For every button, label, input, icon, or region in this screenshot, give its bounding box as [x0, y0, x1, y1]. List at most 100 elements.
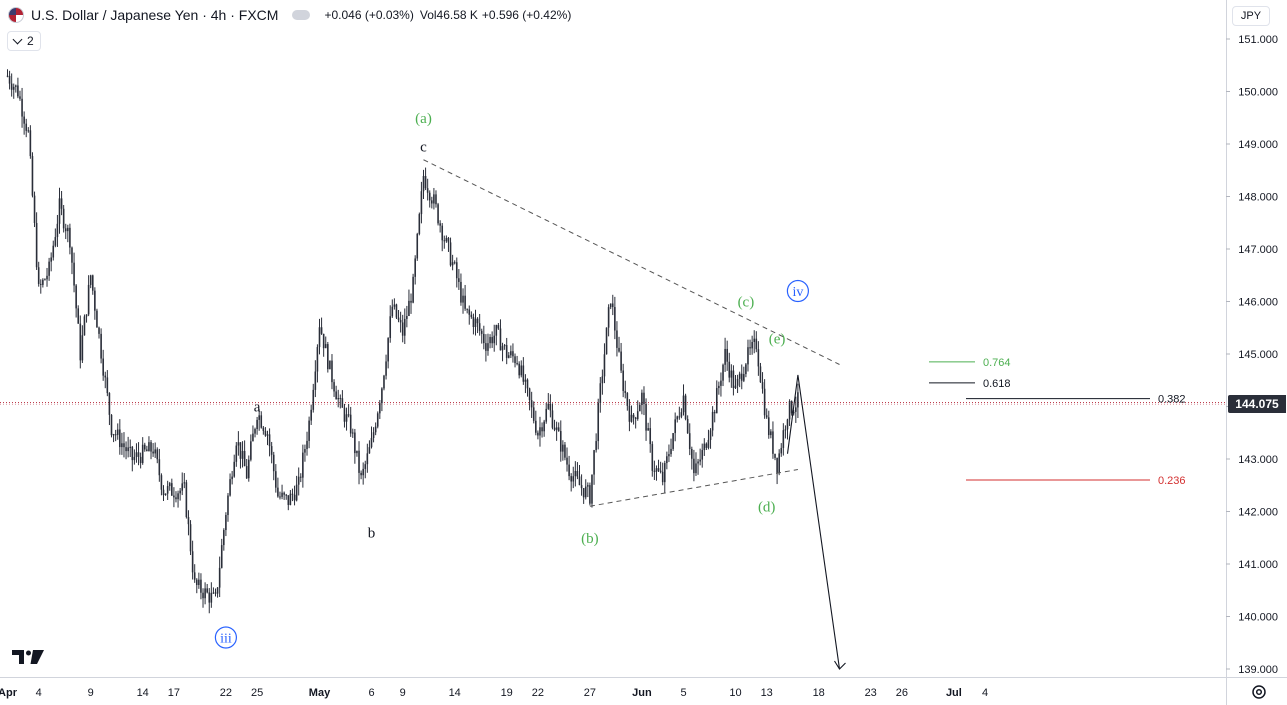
indicators-collapse-button[interactable]: 2 — [7, 31, 41, 51]
candle — [728, 352, 731, 383]
candle — [108, 392, 111, 426]
candle-body — [474, 318, 477, 328]
candle-body — [526, 379, 529, 389]
candle — [578, 465, 581, 486]
candle — [291, 488, 294, 502]
candle-body — [331, 360, 333, 383]
candle — [100, 328, 102, 364]
candle-body — [356, 450, 358, 454]
candle — [772, 421, 774, 459]
wave-label: b — [368, 526, 376, 542]
candle-body — [58, 198, 61, 224]
price-axis-background — [1226, 0, 1287, 705]
drawings-group: 0.764 0.618 0.382 0.236 — [423, 159, 1186, 670]
candle-body — [241, 450, 244, 459]
projection-arrow-head — [834, 660, 846, 670]
candle-body — [736, 378, 739, 386]
candle-body — [289, 493, 292, 505]
candle-body — [333, 382, 335, 392]
candle-body — [160, 475, 163, 490]
candle — [632, 412, 635, 425]
candle — [218, 556, 221, 598]
candle-body — [503, 345, 506, 347]
candle — [46, 267, 48, 287]
candle-body — [312, 389, 315, 410]
candle — [210, 582, 213, 608]
price-tick-label: 150.000 — [1238, 87, 1278, 99]
settings-gear-icon[interactable] — [1250, 683, 1268, 701]
candle-body — [337, 397, 340, 400]
candle — [62, 205, 65, 233]
currency-button[interactable]: JPY — [1232, 6, 1270, 26]
current-price-badge: 144.075 — [1228, 395, 1286, 413]
candle-body — [651, 444, 654, 471]
time-tick-label: 9 — [88, 687, 94, 699]
candle-body — [426, 188, 429, 193]
candle-body — [620, 351, 622, 371]
candle — [470, 311, 473, 319]
candle — [395, 303, 398, 320]
visibility-toggle-icon[interactable] — [292, 10, 311, 20]
candle-body — [772, 431, 774, 454]
candle-body — [647, 428, 649, 431]
candle — [8, 70, 11, 90]
candle — [156, 447, 159, 464]
candle — [647, 422, 649, 431]
price-tick-label: 143.000 — [1238, 454, 1278, 466]
time-tick-label: 27 — [584, 687, 596, 699]
candle-body — [559, 431, 562, 452]
candle — [385, 354, 387, 380]
candle — [168, 481, 171, 491]
candle-body — [584, 486, 587, 498]
candle — [173, 487, 175, 508]
candle — [491, 331, 493, 348]
candle — [751, 335, 753, 355]
price-tick-label: 140.000 — [1238, 612, 1278, 624]
candle-body — [291, 493, 294, 495]
candle — [749, 339, 751, 355]
time-axis-background — [0, 677, 1226, 705]
candle — [277, 477, 279, 498]
candle — [12, 83, 15, 99]
candle — [464, 284, 466, 311]
candle — [695, 452, 697, 476]
symbol-title[interactable]: U.S. Dollar / Japanese Yen · 4h · FXCM — [31, 7, 279, 23]
candle — [759, 362, 762, 383]
candle-body — [547, 403, 550, 409]
candle — [281, 484, 283, 500]
candle-body — [437, 204, 439, 224]
candle-body — [15, 85, 17, 87]
candle-body — [518, 363, 520, 376]
candle-body — [428, 192, 431, 201]
candle — [460, 273, 462, 306]
wave-label: (d) — [758, 499, 776, 515]
candle-body — [487, 343, 489, 351]
candle — [501, 342, 504, 362]
candle — [6, 69, 9, 78]
candle — [410, 293, 412, 314]
candle — [131, 445, 134, 472]
candle-body — [56, 223, 59, 238]
candle-body — [21, 98, 23, 117]
candle — [94, 287, 96, 320]
candle — [670, 438, 672, 457]
time-tick-label: Apr — [0, 687, 18, 699]
time-tick-label: 19 — [501, 687, 513, 699]
projection-arrow-path — [786, 374, 841, 670]
candle — [322, 333, 325, 357]
candle-body — [183, 482, 186, 484]
candle-body — [42, 279, 44, 285]
candle — [270, 441, 273, 464]
candle — [139, 452, 142, 469]
candle-body — [179, 490, 181, 494]
time-tick-label: 13 — [761, 687, 773, 699]
candle-body — [495, 325, 498, 336]
candle-body — [401, 322, 404, 336]
candle — [703, 438, 706, 456]
candle — [745, 363, 747, 378]
candle-body — [83, 316, 86, 336]
candle-body — [287, 495, 290, 505]
candle-body — [360, 472, 362, 476]
candle-body — [162, 489, 165, 496]
